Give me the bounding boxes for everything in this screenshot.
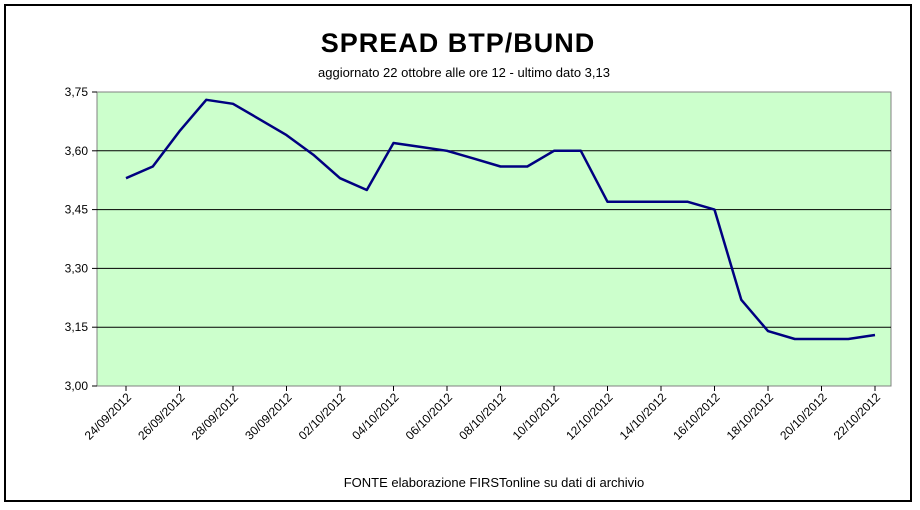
x-tick-label: 10/10/2012 (510, 390, 563, 443)
y-axis-ticks: 3,00 3,15 3,30 3,45 3,60 3,75 (65, 85, 97, 393)
chart-source: FONTE elaborazione FIRSTonline su dati d… (344, 475, 645, 490)
x-tick-label: 04/10/2012 (349, 390, 402, 443)
x-tick-label: 28/09/2012 (189, 390, 242, 443)
chart-title: SPREAD BTP/BUND (321, 28, 596, 58)
x-tick-label: 22/10/2012 (831, 390, 884, 443)
y-tick-label: 3,45 (65, 203, 89, 217)
line-chart: SPREAD BTP/BUND aggiornato 22 ottobre al… (65, 28, 892, 490)
chart-frame: SPREAD BTP/BUND aggiornato 22 ottobre al… (4, 4, 912, 502)
x-tick-label: 24/09/2012 (82, 390, 135, 443)
x-tick-label: 08/10/2012 (456, 390, 509, 443)
x-tick-label: 02/10/2012 (296, 390, 349, 443)
y-tick-label: 3,15 (65, 320, 89, 334)
x-tick-label: 16/10/2012 (670, 390, 723, 443)
x-axis-ticks: 24/09/2012 26/09/2012 28/09/2012 30/09/2012… (82, 386, 884, 443)
x-tick-label: 20/10/2012 (777, 390, 830, 443)
x-tick-label: 26/09/2012 (135, 390, 188, 443)
x-tick-label: 12/10/2012 (563, 390, 616, 443)
y-tick-label: 3,60 (65, 144, 89, 158)
x-tick-label: 30/09/2012 (242, 390, 295, 443)
y-tick-label: 3,75 (65, 85, 89, 99)
chart-subtitle: aggiornato 22 ottobre alle ore 12 - ulti… (318, 65, 610, 80)
grid-lines (97, 150, 891, 328)
x-tick-label: 14/10/2012 (617, 390, 670, 443)
y-tick-label: 3,30 (65, 261, 89, 275)
y-tick-label: 3,00 (65, 379, 89, 393)
plot-area (96, 91, 892, 387)
series-line (125, 98, 876, 341)
x-tick-label: 06/10/2012 (403, 390, 456, 443)
x-tick-label: 18/10/2012 (724, 390, 777, 443)
series-layer (125, 98, 876, 341)
